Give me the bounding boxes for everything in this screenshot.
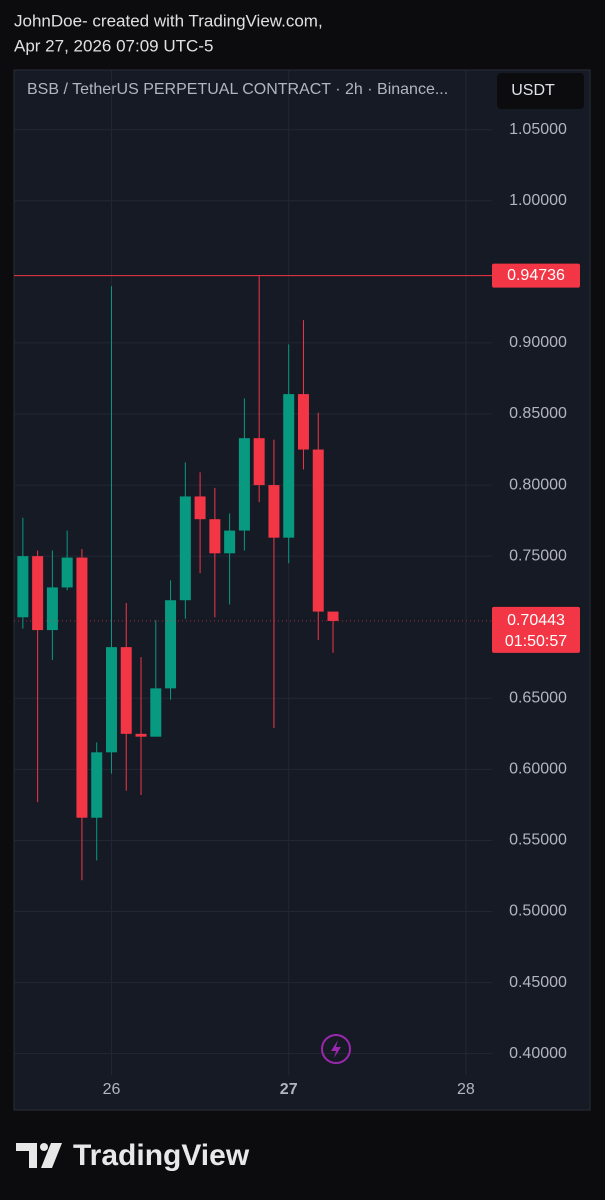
candle-body bbox=[179, 496, 191, 601]
last-price-label: 0.70443 bbox=[507, 612, 565, 629]
y-tick-label: 0.50000 bbox=[509, 903, 567, 920]
logo-dot bbox=[40, 1143, 48, 1151]
candle-body bbox=[253, 438, 265, 486]
date-line: Apr 27, 2026 07:09 UTC-5 bbox=[14, 36, 213, 55]
candle-body bbox=[283, 394, 295, 538]
y-tick-label: 0.40000 bbox=[509, 1045, 567, 1062]
high-tag bbox=[492, 263, 580, 288]
candle-body bbox=[297, 394, 309, 450]
y-tick-label: 0.45000 bbox=[509, 974, 567, 991]
candle-body bbox=[46, 587, 58, 631]
candle-body bbox=[165, 600, 177, 689]
y-tick-label: 0.60000 bbox=[509, 761, 567, 778]
candle-body bbox=[150, 688, 162, 737]
y-tick-label: 0.90000 bbox=[509, 334, 567, 351]
candle-body bbox=[312, 449, 324, 612]
candle-body bbox=[194, 496, 206, 520]
candle-body bbox=[61, 557, 73, 588]
candle-body bbox=[135, 733, 147, 737]
x-tick-label: 26 bbox=[103, 1081, 121, 1098]
y-tick-label: 1.00000 bbox=[509, 192, 567, 209]
y-tick-label: 1.05000 bbox=[509, 121, 567, 138]
plot: 0.40000 0.45000 0.50000 0.55000 0.60000 0.650… bbox=[14, 70, 580, 1098]
logo-v bbox=[41, 1143, 62, 1168]
x-tick-label: 28 bbox=[457, 1081, 475, 1098]
x-tick-label: 27 bbox=[280, 1081, 298, 1098]
symbol-title: BSB / TetherUS PERPETUAL CONTRACT · 2h ·… bbox=[27, 81, 448, 98]
y-tick-label: 0.80000 bbox=[509, 476, 567, 493]
candle-body bbox=[209, 519, 221, 554]
y-tick-label: 0.55000 bbox=[509, 832, 567, 849]
last-price-tag bbox=[492, 606, 580, 653]
candle-body bbox=[224, 530, 236, 554]
y-tick-label: 0.85000 bbox=[509, 405, 567, 422]
high-label: 0.94736 bbox=[507, 267, 565, 284]
candle-body bbox=[17, 556, 29, 618]
countdown-label: 01:50:57 bbox=[505, 633, 567, 650]
chart-panel bbox=[13, 69, 591, 1111]
currency-button[interactable] bbox=[497, 73, 584, 109]
candle-body bbox=[76, 557, 88, 818]
lightning-icon[interactable] bbox=[321, 1034, 351, 1064]
candle-body bbox=[268, 485, 280, 538]
candle-body bbox=[32, 556, 44, 631]
currency-label[interactable]: USDT bbox=[511, 82, 555, 99]
y-tick-label: 0.65000 bbox=[509, 690, 567, 707]
author-line: JohnDoe- created with TradingView.com, bbox=[14, 11, 323, 30]
candle-body bbox=[105, 647, 117, 753]
y-tick-label: 0.75000 bbox=[509, 547, 567, 564]
candle-body bbox=[120, 647, 132, 734]
candle-body bbox=[327, 611, 339, 621]
footer-logo: TradingView bbox=[16, 1139, 250, 1172]
lightning-glyph bbox=[331, 1040, 341, 1058]
footer-brand: TradingView bbox=[73, 1139, 250, 1172]
logo-t bbox=[16, 1143, 37, 1168]
candle-body bbox=[91, 752, 103, 818]
candle-body bbox=[238, 438, 250, 531]
